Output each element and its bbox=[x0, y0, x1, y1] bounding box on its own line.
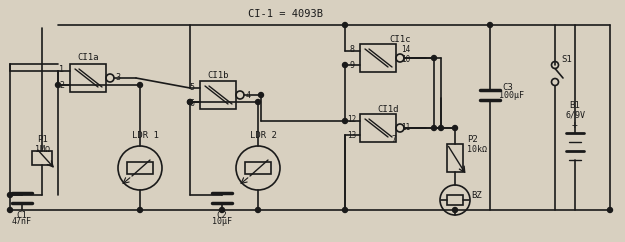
Circle shape bbox=[431, 55, 436, 60]
Circle shape bbox=[219, 207, 224, 212]
Bar bbox=[70, 64, 106, 92]
Text: C2: C2 bbox=[217, 211, 227, 219]
Text: 1: 1 bbox=[59, 66, 64, 75]
Text: +: + bbox=[572, 120, 578, 130]
Text: 12: 12 bbox=[348, 115, 357, 124]
Text: LDR 1: LDR 1 bbox=[132, 131, 159, 141]
Text: 4: 4 bbox=[246, 91, 251, 99]
Circle shape bbox=[342, 207, 348, 212]
Circle shape bbox=[8, 207, 12, 212]
Text: 3: 3 bbox=[116, 74, 121, 83]
Circle shape bbox=[188, 99, 192, 105]
Text: 10µF: 10µF bbox=[212, 218, 232, 227]
Circle shape bbox=[342, 119, 348, 123]
Text: CI1d: CI1d bbox=[378, 106, 399, 114]
Circle shape bbox=[256, 99, 261, 105]
Text: S1: S1 bbox=[562, 55, 572, 65]
Text: 7: 7 bbox=[392, 136, 396, 144]
Bar bbox=[127, 162, 153, 174]
Text: CI1a: CI1a bbox=[78, 53, 99, 62]
Bar bbox=[360, 114, 396, 142]
Circle shape bbox=[342, 62, 348, 68]
Bar bbox=[245, 162, 271, 174]
Text: 10: 10 bbox=[401, 55, 411, 65]
Text: B1: B1 bbox=[569, 100, 581, 109]
Circle shape bbox=[488, 23, 492, 28]
Bar bbox=[200, 81, 236, 109]
Text: 11: 11 bbox=[401, 123, 411, 133]
Circle shape bbox=[138, 83, 142, 88]
Circle shape bbox=[138, 207, 142, 212]
Circle shape bbox=[439, 126, 444, 130]
Circle shape bbox=[452, 207, 458, 212]
Circle shape bbox=[8, 192, 12, 197]
Text: 8: 8 bbox=[349, 45, 354, 54]
Text: CI1c: CI1c bbox=[389, 36, 411, 45]
Circle shape bbox=[188, 99, 192, 105]
Text: 100µF: 100µF bbox=[499, 91, 524, 100]
Text: CI-1 = 4093B: CI-1 = 4093B bbox=[248, 9, 322, 19]
Text: P2: P2 bbox=[468, 136, 478, 144]
Circle shape bbox=[256, 207, 261, 212]
Text: LDR 2: LDR 2 bbox=[249, 131, 276, 141]
Text: C1: C1 bbox=[17, 211, 28, 219]
Bar bbox=[447, 144, 463, 172]
Text: 10kΩ: 10kΩ bbox=[467, 145, 487, 154]
Text: 14: 14 bbox=[401, 45, 411, 54]
Text: P1: P1 bbox=[37, 136, 48, 144]
Circle shape bbox=[431, 126, 436, 130]
Text: 13: 13 bbox=[348, 131, 357, 141]
Bar bbox=[360, 44, 396, 72]
Text: 6: 6 bbox=[189, 98, 194, 107]
Circle shape bbox=[342, 23, 348, 28]
Text: CI1b: CI1b bbox=[208, 70, 229, 80]
Text: 2: 2 bbox=[59, 82, 64, 91]
Circle shape bbox=[608, 207, 612, 212]
Circle shape bbox=[56, 83, 61, 88]
Text: 47nF: 47nF bbox=[12, 218, 32, 227]
Bar bbox=[32, 151, 52, 165]
Text: 6/9V: 6/9V bbox=[565, 111, 585, 120]
Text: 9: 9 bbox=[349, 61, 354, 70]
Text: BZ: BZ bbox=[472, 190, 482, 199]
Bar bbox=[447, 195, 463, 205]
Circle shape bbox=[259, 92, 264, 98]
Text: C3: C3 bbox=[503, 83, 513, 92]
Text: 1MΩ: 1MΩ bbox=[34, 144, 49, 153]
Circle shape bbox=[452, 126, 458, 130]
Text: 5: 5 bbox=[189, 83, 194, 91]
